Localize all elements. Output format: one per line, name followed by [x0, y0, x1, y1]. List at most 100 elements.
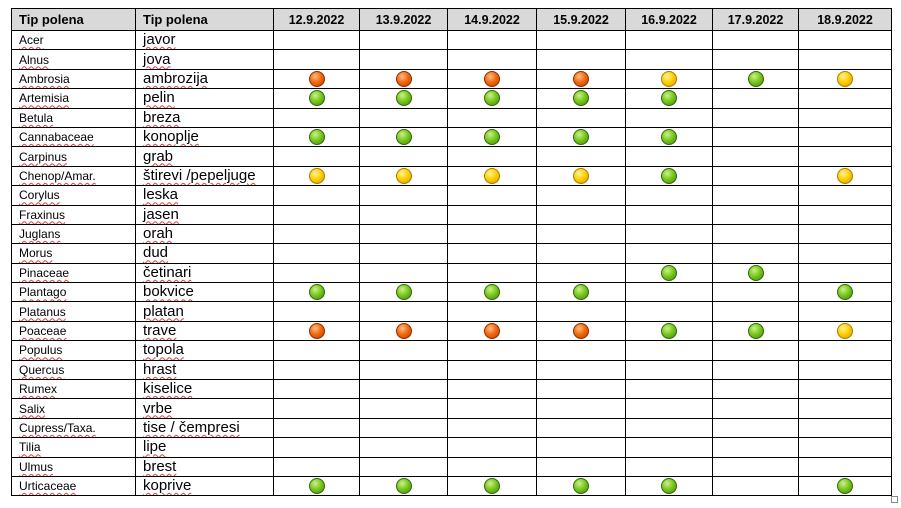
latin-name: Ambrosia — [19, 71, 70, 86]
day-cell — [447, 379, 537, 400]
day-cell — [798, 146, 892, 167]
latin-name: Fraxinus — [19, 207, 66, 222]
local-name-cell: trave — [135, 320, 274, 342]
local-name-cell: brest — [135, 456, 274, 477]
green-level-icon — [308, 90, 325, 107]
day-cell — [798, 379, 892, 400]
day-cell — [798, 417, 892, 439]
table-row: Ulmus brest — [11, 456, 892, 477]
latin-name-cell: Cupress/Taxa. — [11, 417, 136, 439]
latin-name: Pinaceae — [19, 265, 70, 280]
header-date: 14.9.2022 — [447, 8, 537, 31]
local-name-cell: topola — [135, 340, 274, 361]
local-name-cell: konoplje — [135, 126, 274, 148]
latin-name-cell: Ulmus — [11, 456, 136, 477]
green-level-icon — [661, 322, 677, 339]
latin-name-cell: Plantago — [11, 282, 136, 303]
day-cell — [625, 165, 713, 187]
day-cell — [359, 301, 448, 322]
orange-level-icon — [484, 70, 500, 87]
day-cell — [359, 437, 448, 458]
day-cell — [712, 88, 799, 109]
day-cell — [798, 475, 892, 497]
day-cell — [712, 204, 799, 225]
header-date: 16.9.2022 — [625, 8, 713, 31]
latin-name: Salix — [19, 401, 46, 416]
green-level-icon — [837, 284, 853, 301]
day-cell — [798, 204, 892, 225]
green-level-icon — [395, 90, 412, 107]
latin-name: Carpinus — [19, 149, 68, 164]
table-row: Ambrosia ambrozija — [11, 68, 892, 90]
yellow-level-icon — [837, 167, 853, 184]
day-cell — [712, 126, 799, 148]
pollen-table: Tip polena Tip polena 12.9.2022 13.9.202… — [11, 8, 892, 497]
day-cell — [536, 126, 626, 148]
latin-name-cell: Cannabaceae — [11, 126, 136, 148]
latin-name: Urticaceae — [19, 479, 77, 494]
local-name: jasen — [143, 205, 179, 223]
day-cell — [273, 185, 360, 206]
green-level-icon — [573, 284, 589, 301]
day-cell — [536, 398, 626, 419]
latin-name-cell: Pinaceae — [11, 262, 136, 284]
day-cell — [798, 185, 892, 206]
latin-name: Quercus — [19, 362, 65, 377]
day-cell — [712, 379, 799, 400]
local-name: pelin — [143, 89, 175, 107]
header-local-name: Tip polena — [135, 8, 274, 31]
table-body: Acer javor Alnus jova Ambrosia ambrozija Artem… — [11, 29, 892, 497]
day-cell — [625, 88, 713, 109]
local-name-cell: vrbe — [135, 398, 274, 419]
day-cell — [359, 359, 448, 381]
latin-name-cell: Urticaceae — [11, 475, 136, 497]
latin-name: Plantago — [19, 285, 67, 300]
green-level-icon — [484, 477, 500, 494]
green-level-icon — [395, 477, 412, 494]
local-name-cell: tise / čempresi — [135, 417, 274, 439]
latin-name-cell: Alnus — [11, 49, 136, 70]
day-cell — [447, 437, 537, 458]
day-cell — [447, 165, 537, 187]
day-cell — [273, 340, 360, 361]
day-cell — [536, 262, 626, 284]
day-cell — [447, 262, 537, 284]
table-row: Rumex kiselice — [11, 379, 892, 400]
day-cell — [273, 301, 360, 322]
day-cell — [798, 437, 892, 458]
day-cell — [625, 243, 713, 264]
day-cell — [712, 398, 799, 419]
day-cell — [712, 340, 799, 361]
latin-name: Platanus — [19, 304, 66, 319]
local-name: grab — [143, 147, 174, 165]
day-cell — [273, 359, 360, 381]
day-cell — [798, 398, 892, 419]
day-cell — [712, 475, 799, 497]
orange-level-icon — [308, 70, 325, 87]
table-row: Corylus leska — [11, 185, 892, 206]
day-cell — [798, 359, 892, 381]
local-name: topola — [143, 341, 184, 359]
day-cell — [625, 68, 713, 90]
local-name: lipe — [143, 438, 167, 456]
latin-name-cell: Poaceae — [11, 320, 136, 342]
yellow-level-icon — [837, 70, 853, 87]
day-cell — [712, 262, 799, 284]
table-row: Platanus platan — [11, 301, 892, 322]
day-cell — [359, 165, 448, 187]
local-name-cell: jova — [135, 49, 274, 70]
header-date: 17.9.2022 — [712, 8, 799, 31]
day-cell — [625, 340, 713, 361]
latin-name: Chenop/Amar. — [19, 168, 96, 183]
day-cell — [273, 88, 360, 109]
day-cell — [359, 456, 448, 477]
day-cell — [798, 29, 892, 51]
day-cell — [447, 126, 537, 148]
day-cell — [273, 49, 360, 70]
resize-handle[interactable] — [891, 496, 898, 503]
day-cell — [712, 49, 799, 70]
day-cell — [625, 107, 713, 128]
day-cell — [447, 417, 537, 439]
day-cell — [536, 417, 626, 439]
day-cell — [536, 107, 626, 128]
